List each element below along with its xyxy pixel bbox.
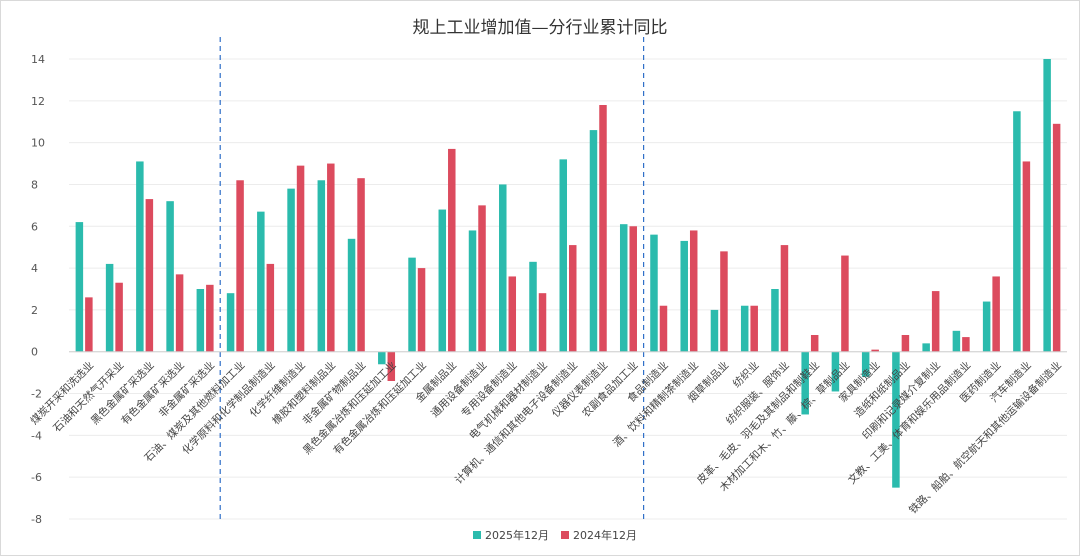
y-tick-label: 14	[31, 53, 45, 66]
bar-series1	[105, 263, 114, 352]
y-tick-label: 6	[31, 220, 38, 233]
bar-series2	[810, 335, 819, 352]
bar-series2	[871, 349, 879, 352]
y-tick-label: -2	[31, 388, 42, 401]
bar-series1	[317, 180, 326, 352]
bar-series2	[478, 205, 486, 352]
bar-series2	[296, 165, 305, 352]
y-tick-label: 2	[31, 304, 38, 317]
bar-series2	[145, 199, 154, 352]
bar-series2	[962, 337, 970, 352]
y-tick-label: 10	[31, 137, 45, 150]
bar-series2	[569, 245, 577, 352]
bar-series1	[710, 309, 719, 352]
bar-series2	[387, 351, 396, 381]
bar-series1	[771, 289, 779, 352]
legend-swatch	[473, 531, 481, 539]
bar-series1	[408, 257, 416, 352]
bar-series2	[538, 293, 547, 352]
bar-series2	[720, 251, 728, 352]
bar-series2	[629, 226, 637, 352]
bar-series1	[1013, 111, 1021, 352]
gridlines	[69, 58, 1067, 520]
bar-series1	[499, 184, 507, 352]
bar-series1	[1043, 59, 1051, 352]
bar-series1	[831, 351, 840, 392]
bar-series2	[327, 163, 335, 352]
bar-series2	[508, 276, 517, 352]
bar-series1	[650, 234, 658, 352]
bar-series2	[266, 263, 275, 352]
bar-series2	[236, 180, 244, 352]
bar-series2	[417, 268, 426, 352]
bar-series2	[357, 178, 365, 352]
bar-series1	[136, 161, 144, 352]
bar-series2	[750, 305, 758, 352]
bar-series1	[257, 211, 265, 352]
bar-series2	[689, 230, 698, 352]
bar-series2	[115, 282, 123, 352]
legend: 2025年12月 2024年12月	[473, 528, 637, 542]
y-tick-label: 12	[31, 95, 45, 108]
bar-series2	[599, 105, 607, 352]
bar-series2	[1022, 161, 1031, 352]
y-axis-ticks: 14 12 10 8 6 4 2 0 -2 -4 -6 -8	[31, 53, 45, 526]
section-dividers	[219, 37, 645, 519]
bar-series2	[659, 305, 668, 352]
bar-series1	[196, 289, 205, 352]
bar-series2	[448, 148, 456, 352]
bar-series2	[1052, 123, 1061, 352]
bar-series1	[75, 222, 84, 352]
y-tick-label: -4	[31, 429, 42, 442]
bar-series2	[85, 297, 93, 352]
bar-series1	[892, 351, 900, 488]
bar-series1	[438, 209, 447, 352]
bar-series1	[468, 230, 477, 352]
y-tick-label: 4	[31, 262, 38, 275]
bar-series1	[529, 261, 537, 352]
bar-series1	[619, 224, 628, 352]
bar-series1	[861, 351, 870, 377]
bar-series2	[780, 245, 789, 352]
bar-series2	[931, 291, 940, 352]
chart-title: 规上工业增加值—分行业累计同比	[413, 18, 668, 38]
legend-swatch	[561, 531, 569, 539]
bar-series1	[287, 188, 295, 352]
bar-series1	[801, 351, 809, 415]
bars	[75, 59, 1061, 488]
bar-series1	[559, 159, 567, 352]
bar-series2	[901, 335, 910, 352]
y-tick-label: -6	[31, 471, 42, 484]
bar-series2	[175, 274, 184, 352]
bar-series1	[982, 301, 991, 352]
bar-series1	[740, 305, 749, 352]
y-tick-label: 0	[31, 346, 38, 359]
bar-series1	[226, 293, 235, 352]
bar-series2	[206, 284, 214, 352]
legend-label: 2024年12月	[573, 528, 637, 542]
bar-series2	[992, 276, 1000, 352]
y-tick-label: 8	[31, 178, 38, 191]
bar-series1	[680, 240, 688, 352]
y-tick-label: -8	[31, 513, 42, 526]
bar-series1	[166, 201, 174, 352]
bar-series1	[347, 238, 356, 352]
bar-series2	[841, 255, 849, 352]
legend-label: 2025年12月	[485, 528, 549, 542]
category-labels: 煤炭开采和洗选业石油和天然气开采业黑色金属矿采选业有色金属矿采选业非金属矿采选业…	[28, 359, 1064, 517]
bar-series1	[952, 330, 961, 352]
bar-series1	[589, 130, 598, 352]
bar-series1	[378, 351, 386, 365]
bar-series1	[922, 343, 930, 352]
